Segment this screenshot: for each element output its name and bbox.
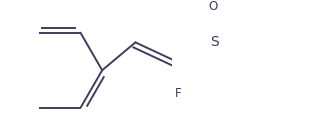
Text: S: S xyxy=(210,35,218,49)
Text: F: F xyxy=(175,87,182,100)
Text: O: O xyxy=(208,0,218,13)
